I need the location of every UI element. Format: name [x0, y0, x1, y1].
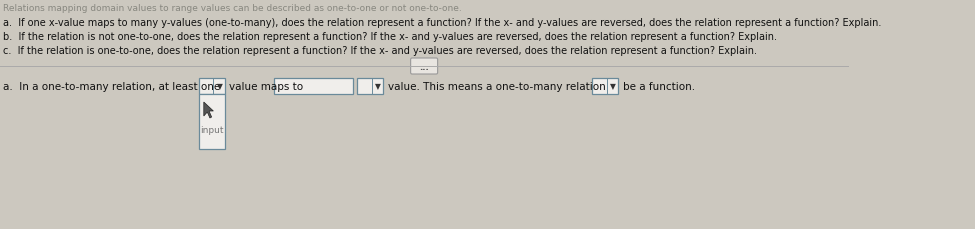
FancyBboxPatch shape: [592, 79, 618, 95]
Text: ...: ...: [419, 62, 429, 71]
Text: a.  If one x-value maps to many y-values (one-to-many), does the relation repres: a. If one x-value maps to many y-values …: [4, 18, 881, 28]
Text: value maps to: value maps to: [229, 82, 303, 92]
Text: c.  If the relation is one-to-one, does the relation represent a function? If th: c. If the relation is one-to-one, does t…: [4, 46, 758, 56]
Text: ▼: ▼: [216, 82, 222, 91]
FancyBboxPatch shape: [199, 95, 224, 149]
Text: ▼: ▼: [375, 82, 381, 91]
Text: ▼: ▼: [610, 82, 616, 91]
Polygon shape: [204, 103, 214, 118]
FancyBboxPatch shape: [410, 59, 438, 75]
Text: b.  If the relation is not one-to-one, does the relation represent a function? I: b. If the relation is not one-to-one, do…: [4, 32, 777, 42]
Text: input: input: [200, 125, 223, 134]
FancyBboxPatch shape: [199, 79, 224, 95]
FancyBboxPatch shape: [274, 79, 353, 95]
Text: Relations mapping domain values to range values can be described as one-to-one o: Relations mapping domain values to range…: [4, 4, 462, 13]
Text: value. This means a one-to-many relation: value. This means a one-to-many relation: [387, 82, 605, 92]
Text: a.  In a one-to-many relation, at least one: a. In a one-to-many relation, at least o…: [4, 82, 220, 92]
FancyBboxPatch shape: [357, 79, 383, 95]
Text: be a function.: be a function.: [623, 82, 695, 92]
